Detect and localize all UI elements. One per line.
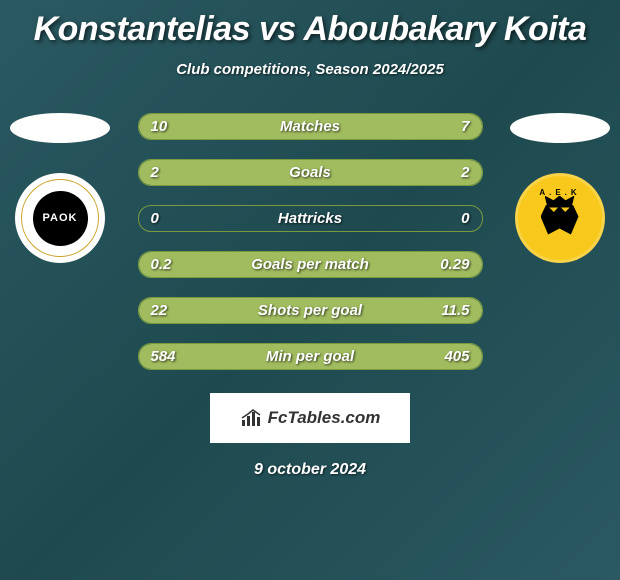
stat-row: 0.20.29Goals per match [138,251,483,278]
subtitle: Club competitions, Season 2024/2025 [0,61,620,78]
brand-box[interactable]: FcTables.com [210,393,410,443]
stat-row: 584405Min per goal [138,343,483,370]
brand-chart-icon [240,408,264,428]
right-player-column: Α.Ε.Κ [510,113,610,263]
paok-badge-text: PAOK [33,191,88,246]
stat-row: 107Matches [138,113,483,140]
stat-label: Goals per match [139,256,482,273]
stats-bars: 107Matches 22Goals 00Hattricks 0.20.29Goals… [138,113,483,370]
right-club-badge: Α.Ε.Κ [515,173,605,263]
stat-label: Matches [139,118,482,135]
stat-row: 00Hattricks [138,205,483,232]
date-label: 9 october 2024 [0,461,620,479]
stat-label: Hattricks [139,210,482,227]
eagle-icon [533,191,588,246]
right-player-avatar [510,113,610,143]
left-player-avatar [10,113,110,143]
stat-row: 2211.5Shots per goal [138,297,483,324]
brand-label: FcTables.com [268,408,381,428]
left-club-badge: PAOK [15,173,105,263]
left-player-column: PAOK [10,113,110,263]
stat-label: Min per goal [139,348,482,365]
page-title: Konstantelias vs Aboubakary Koita [0,0,620,49]
comparison-content: PAOK Α.Ε.Κ 107Matches 22Goals 00Hattricks 0… [0,113,620,479]
stat-row: 22Goals [138,159,483,186]
stat-label: Shots per goal [139,302,482,319]
stat-label: Goals [139,164,482,181]
